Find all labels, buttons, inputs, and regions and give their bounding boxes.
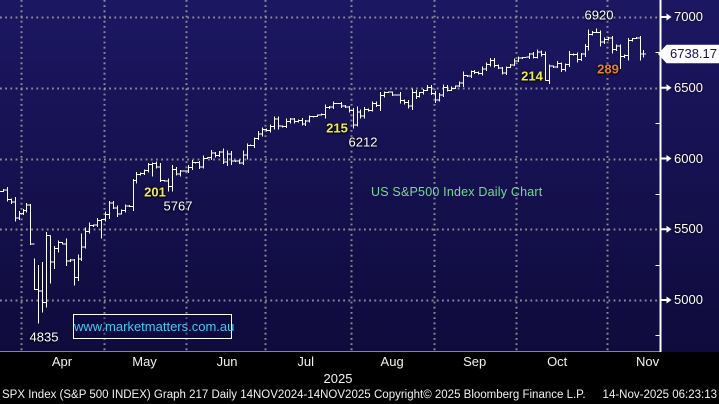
bottom-bar-background — [0, 352, 719, 404]
ohlc-bars — [0, 28, 646, 324]
y-tick-arrow-head — [666, 155, 672, 162]
chart-background — [0, 0, 719, 352]
y-tick-arrow-head — [666, 225, 672, 233]
y-tick-arrow-head — [666, 13, 672, 21]
y-tick-arrow-head — [666, 296, 672, 304]
y-tick-arrow-head — [666, 84, 672, 92]
